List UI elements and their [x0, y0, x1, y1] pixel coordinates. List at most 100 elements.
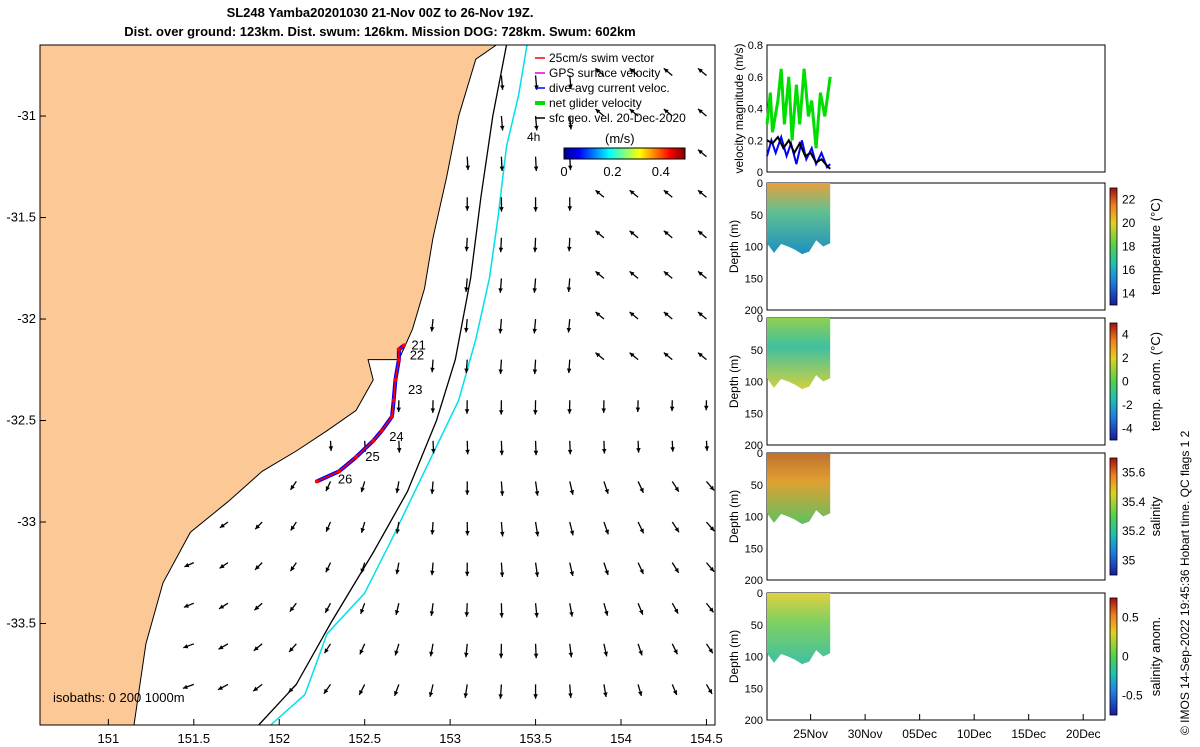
colorbar-tick-label: 2	[1122, 351, 1129, 365]
depth-axis-label: Depth (m)	[727, 355, 741, 408]
depth-tick-label: 0	[757, 448, 763, 460]
velocity-arrow-head	[498, 369, 503, 374]
colorbar-tick-label: 0.4	[652, 164, 670, 179]
depth-tick-label: 200	[745, 440, 763, 452]
velocity-arrow-head	[464, 246, 469, 252]
velocity-arrow-head	[464, 652, 469, 658]
profile-panel-2: 0 50 100 150 200 Depth (m) 35.6 35.4 35.2 35 salin…	[727, 448, 1163, 587]
depth-tick-label: 200	[745, 305, 763, 317]
colorbar-tick-label: 0.5	[1122, 611, 1139, 625]
velocity-arrow-head	[639, 528, 644, 534]
velocity-arrow-head	[499, 410, 504, 415]
velocity-arrow-head	[323, 688, 329, 694]
velocity-arrow-head	[499, 450, 504, 456]
velocity-arrow-head	[290, 484, 295, 490]
velocity-arrow-head	[430, 367, 435, 373]
velocity-arrow-head	[464, 368, 469, 374]
velocity-arrow-head	[704, 446, 710, 451]
velocity-arrow-head	[182, 684, 188, 689]
velocity-arrow-head	[601, 408, 606, 413]
velocity-arrow-head	[707, 688, 713, 694]
velocity-series-blue	[766, 133, 831, 169]
y-tick-label: -31	[17, 108, 36, 123]
velocity-arrow-head	[638, 691, 643, 696]
velocity-arrow-head	[663, 68, 669, 73]
velocity-arrow-head	[603, 692, 608, 697]
velocity-arrow-head	[394, 691, 399, 696]
time-tick-label: 20Dec	[1066, 727, 1101, 741]
x-tick-label: 153.5	[519, 731, 552, 746]
velocity-arrow-head	[465, 206, 470, 211]
velocity-arrow-head	[568, 84, 573, 89]
velocity-arrow-head	[629, 68, 635, 73]
depth-tick-label: 50	[751, 210, 763, 222]
land-area	[39, 44, 498, 726]
velocity-arrow-head	[566, 327, 572, 333]
track-point	[390, 414, 395, 419]
y-tick-label: -32	[17, 311, 36, 326]
velocity-arrow-head	[673, 649, 678, 655]
velocity-series-black	[766, 135, 831, 170]
velocity-arrow-head	[325, 526, 331, 532]
depth-axis-label: Depth (m)	[727, 630, 741, 683]
x-tick-label: 152	[268, 731, 290, 746]
depth-tick-label: 150	[745, 683, 763, 695]
track-point	[401, 343, 406, 348]
colorbar-axis-label: temperature (°C)	[1148, 198, 1163, 295]
velocity-series-green	[765, 68, 832, 149]
velocity-arrow-head	[636, 448, 641, 453]
velocity-arrow-head	[430, 570, 435, 576]
velocity-arrow-head	[218, 685, 223, 690]
velocity-arrow-head	[674, 527, 679, 533]
velocity-arrow-head	[534, 572, 540, 577]
velocity-arrow-head	[566, 368, 572, 374]
profile-panel-3: 0 50 100 150 200 Depth (m) 0.5 0 -0.5 salinity an…	[727, 588, 1163, 727]
velocity-arrow-head	[219, 523, 225, 528]
depth-tick-label: 0	[757, 178, 763, 190]
velocity-arrow-head	[595, 190, 601, 195]
velocity-arrow-head	[325, 607, 330, 613]
velocity-arrow-head	[698, 312, 703, 317]
day-label: 25	[365, 449, 379, 464]
panel-colorbar	[1109, 457, 1118, 576]
time-tick-label: 05Dec	[902, 727, 937, 741]
velocity-arrow-head	[629, 109, 635, 114]
velocity-arrow-head	[394, 610, 400, 615]
x-tick-label: 154.5	[690, 731, 723, 746]
colorbar-tick-label: 0.2	[603, 164, 621, 179]
depth-tick-label: 200	[745, 575, 763, 587]
legend-label: dive-avg current veloc.	[549, 81, 670, 95]
velocity-arrow-head	[499, 166, 505, 171]
depth-tick-label: 150	[745, 543, 763, 555]
velocity-arrow-head	[629, 352, 635, 358]
velocity-arrow-head	[396, 407, 401, 412]
velocity-arrow-head	[253, 646, 259, 651]
isobath-legend: isobaths: 0 200 1000m	[53, 690, 185, 705]
colorbar-tick-label: -0.5	[1122, 689, 1143, 703]
velocity-arrow-head	[500, 85, 505, 90]
time-tick-label: 15Dec	[1011, 727, 1046, 741]
velocity-arrow-head	[534, 125, 539, 131]
y-tick-label: -32.5	[6, 413, 36, 428]
velocity-arrow-head	[359, 649, 364, 655]
velocity-arrow-head	[394, 650, 399, 656]
velocity-arrow-head	[464, 612, 470, 617]
velocity-arrow-head	[532, 288, 537, 293]
velocity-arrow-head	[704, 405, 709, 411]
depth-tick-label: 200	[745, 715, 763, 727]
colorbar-tick-label: 35.6	[1122, 466, 1146, 480]
velocity-arrow-head	[534, 612, 539, 618]
velocity-arrow-head	[288, 687, 294, 693]
time-tick-label: 25Nov	[793, 727, 828, 741]
velocity-arrow-head	[500, 531, 505, 537]
colorbar-tick-label: 16	[1122, 263, 1136, 277]
velocity-arrow-head	[359, 689, 364, 695]
velocity-arrow-head	[698, 68, 703, 73]
velocity-arrow-head	[568, 165, 573, 171]
velocity-arrow-head	[219, 604, 225, 609]
velocity-arrow-head	[464, 409, 470, 414]
time-tick-label: 10Dec	[957, 727, 992, 741]
velocity-arrow-head	[569, 530, 575, 536]
velocity-arrow-head	[663, 190, 669, 195]
